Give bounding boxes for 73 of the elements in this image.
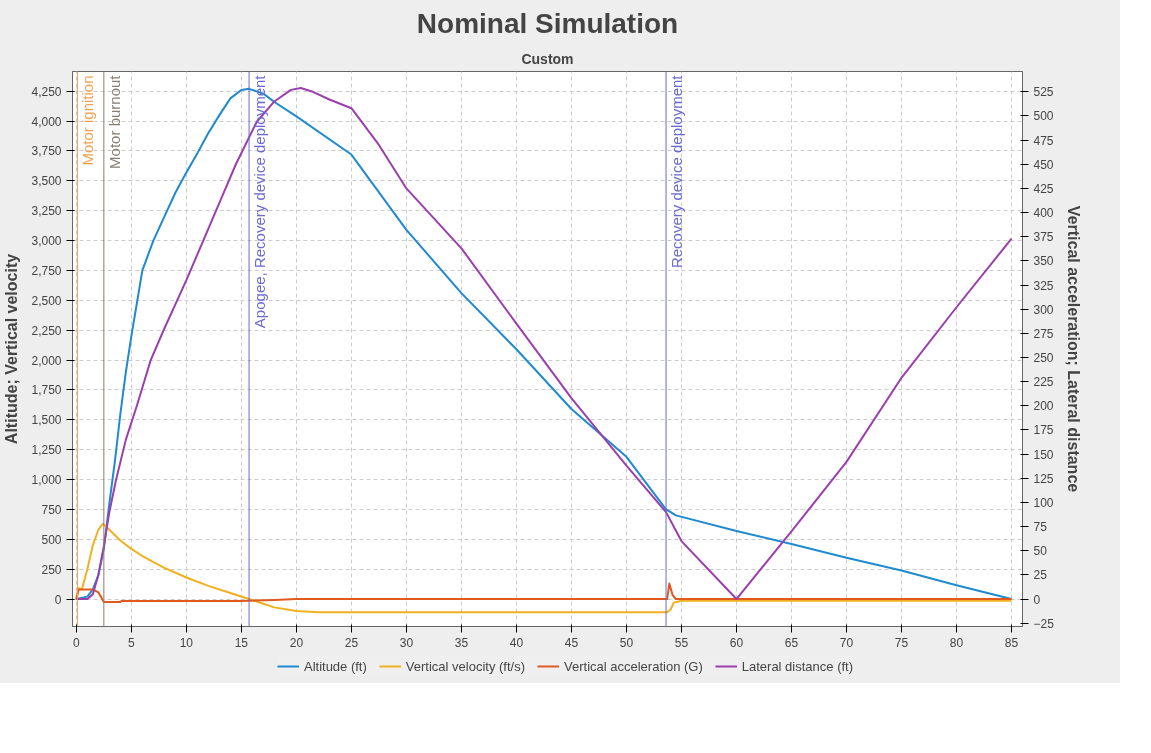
ref-line-label: Apogee, Recovery device deployment — [251, 74, 269, 329]
legend-label: Vertical acceleration (G) — [564, 658, 703, 674]
y-tick-label: 2,750 — [31, 263, 62, 278]
chart-title: Nominal Simulation — [416, 7, 679, 39]
y2-tick-label: 175 — [1033, 423, 1054, 438]
y-tick-label: 2,000 — [31, 353, 62, 368]
legend-label: Altitude (ft) — [303, 658, 367, 674]
y2-tick-label: 375 — [1033, 230, 1054, 245]
line-series — [75, 522, 1013, 614]
y-tick-label: 3,500 — [31, 174, 62, 189]
y-tick-label: 1,500 — [31, 413, 62, 428]
legend-label: Lateral distance (ft) — [741, 658, 854, 674]
x-tick-label: 45 — [564, 635, 579, 650]
x-tick-label: 55 — [674, 635, 689, 650]
x-tick-label: 65 — [784, 635, 799, 650]
x-tick-label: 80 — [949, 635, 964, 650]
y-tick-label: 3,750 — [31, 144, 62, 159]
y-tick-label: 1,750 — [31, 383, 62, 398]
y-tick-label: 4,000 — [31, 114, 62, 129]
y-tick-label: 1,000 — [31, 473, 62, 488]
y-tick-label: 1,250 — [31, 443, 62, 458]
legend-label: Vertical velocity (ft/s) — [405, 658, 526, 674]
y2-tick-label: 525 — [1033, 85, 1054, 100]
y2-tick-label: 25 — [1033, 568, 1048, 583]
x-tick-label: 60 — [729, 635, 744, 650]
x-tick-label: 25 — [344, 635, 359, 650]
line-series — [75, 582, 1013, 603]
x-tick-label: 40 — [509, 635, 524, 650]
y-tick-label: 3,250 — [31, 204, 62, 219]
y-tick-label: 2,500 — [31, 293, 62, 308]
x-tick-label: 35 — [454, 635, 469, 650]
y-tick-label: 250 — [41, 562, 62, 577]
y-tick-label: 3,000 — [31, 234, 62, 249]
y2-tick-label: 250 — [1033, 351, 1054, 365]
y2-tick-label: 275 — [1033, 326, 1054, 341]
x-tick-label: 0 — [73, 635, 81, 650]
y2-tick-label: 300 — [1033, 302, 1054, 317]
y2-tick-label: 200 — [1033, 399, 1054, 414]
y2-tick-label: 225 — [1033, 375, 1054, 390]
x-tick-label: 10 — [179, 635, 194, 650]
y2-tick-label: 350 — [1033, 254, 1054, 269]
x-tick-label: 15 — [234, 635, 249, 650]
chart-subtitle: Custom — [521, 50, 574, 67]
y2-tick-label: 0 — [1033, 592, 1041, 607]
y2-tick-label: 100 — [1033, 495, 1054, 510]
x-tick-label: 75 — [894, 635, 909, 650]
y-tick-label: 4,250 — [31, 84, 62, 99]
y2-tick-label: 325 — [1033, 278, 1054, 293]
x-tick-label: 70 — [839, 635, 854, 650]
y2-tick-label: 450 — [1033, 157, 1054, 172]
y-tick-label: 750 — [41, 502, 62, 517]
y2-tick-label: 75 — [1033, 520, 1048, 535]
ref-line-label: Motor ignition — [79, 75, 97, 166]
y2-tick-label: 475 — [1033, 133, 1054, 148]
y2-tick-label: 400 — [1033, 206, 1054, 221]
y-axis-title: Altitude; Vertical velocity — [3, 253, 21, 445]
y-tick-label: 500 — [41, 532, 62, 547]
y2-tick-label: 125 — [1033, 471, 1054, 486]
y-tick-label: 0 — [54, 592, 62, 607]
x-tick-label: 5 — [128, 635, 136, 650]
x-tick-label: 20 — [289, 635, 304, 650]
y2-tick-label: 425 — [1033, 181, 1054, 196]
x-tick-label: 50 — [619, 635, 634, 650]
y2-tick-label: 50 — [1033, 544, 1048, 559]
ref-line-label: Motor burnout — [105, 74, 123, 169]
x-tick-label: 85 — [1004, 635, 1019, 650]
y2-axis-title: Vertical acceleration; Lateral distance — [1064, 205, 1082, 493]
x-tick-label: 30 — [399, 635, 414, 650]
y-tick-label: 2,250 — [31, 323, 62, 338]
y2-tick-label: 500 — [1033, 109, 1054, 124]
y2-tick-label: 150 — [1033, 447, 1054, 462]
y2-tick-label: −25 — [1033, 616, 1055, 631]
ref-line-label: Recovery device deployment — [668, 74, 686, 269]
